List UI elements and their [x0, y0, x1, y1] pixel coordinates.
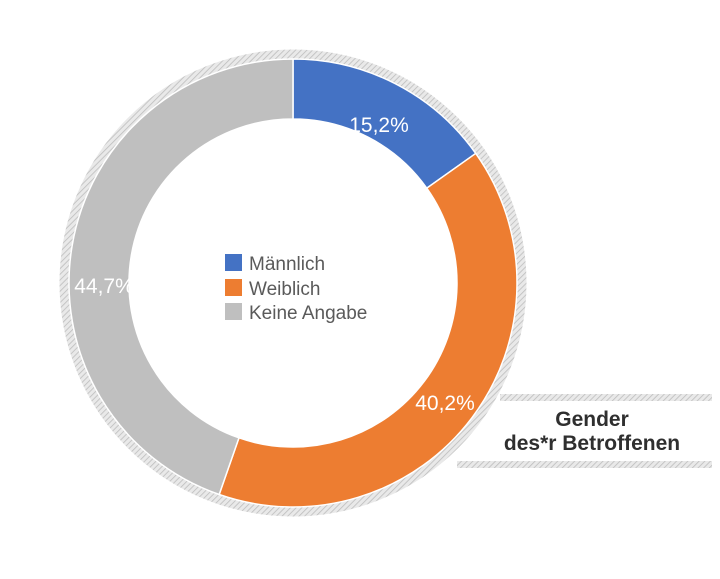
legend-label-weiblich: Weiblich	[249, 279, 320, 300]
legend-label-maennlich: Männlich	[249, 254, 325, 275]
legend-swatch-weiblich	[225, 279, 242, 296]
chart-title-line-2: des*r Betroffenen	[504, 432, 680, 455]
slice-label-maennlich: 15,2%	[349, 114, 409, 137]
slice-label-weiblich: 40,2%	[415, 392, 475, 415]
title-bar-top	[500, 394, 712, 401]
legend-swatch-keine-angabe	[225, 303, 242, 320]
donut-slices	[68, 58, 518, 508]
title-callout: Gender des*r Betroffenen	[457, 394, 712, 468]
donut-slice-weiblich	[218, 152, 518, 508]
legend: Männlich Weiblich Keine Angabe	[225, 254, 367, 324]
legend-swatch-maennlich	[225, 254, 242, 271]
legend-label-keine-angabe: Keine Angabe	[249, 303, 367, 324]
slice-label-keine-angabe: 44,7%	[74, 275, 134, 298]
title-bar-bottom	[457, 461, 712, 468]
donut-slice-keine-angabe	[68, 58, 294, 496]
chart-title-line-1: Gender	[555, 408, 629, 431]
donut-outer-rim	[59, 49, 527, 517]
